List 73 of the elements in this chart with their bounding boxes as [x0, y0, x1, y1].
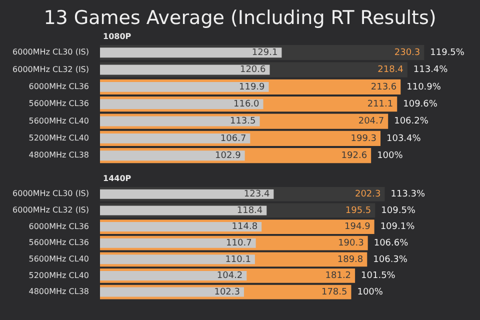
data-label: 190.3	[338, 238, 364, 248]
y-tick-label: 5200MHz CL40	[28, 134, 89, 143]
bar	[100, 82, 269, 92]
data-label: 104.2	[216, 271, 243, 282]
y-tick-label: 4800MHz CL38	[28, 287, 89, 296]
data-label: 181.2	[325, 271, 352, 282]
annotation: 106.3%	[373, 254, 408, 265]
annotation: 103.4%	[386, 134, 422, 144]
bar	[100, 254, 255, 264]
data-label: 129.1	[252, 48, 278, 58]
y-tick-label: 5600MHz CL36	[28, 238, 89, 248]
data-label: 119.9	[238, 82, 266, 92]
data-label: 189.8	[337, 254, 364, 265]
annotation: 110.9%	[406, 82, 442, 92]
data-label: 106.7	[220, 134, 246, 144]
bar	[100, 287, 244, 297]
data-label: 230.3	[394, 48, 420, 58]
data-label: 123.4	[244, 190, 270, 200]
data-label: 204.7	[358, 116, 384, 127]
data-label: 113.5	[230, 116, 256, 127]
annotation: 100%	[357, 287, 384, 298]
data-label: 110.1	[225, 254, 251, 265]
chart-title: 13 Games Average (Including RT Results)	[42, 6, 438, 30]
data-label: 102.9	[215, 150, 242, 161]
y-tick-label: 5600MHz CL36	[28, 99, 89, 108]
bar	[100, 206, 267, 216]
annotation: 100%	[377, 150, 404, 161]
annotation: 109.6%	[403, 99, 438, 110]
annotation: 106.2%	[394, 116, 429, 127]
data-label: 213.6	[370, 82, 397, 92]
bar	[100, 222, 262, 232]
y-tick-label: 6000MHz CL36	[28, 222, 89, 231]
y-tick-label: 6000MHz CL30 (IS)	[12, 189, 89, 198]
y-tick-label: 6000MHz CL32 (IS)	[12, 206, 89, 215]
bar	[100, 116, 260, 126]
annotation: 119.5%	[430, 48, 465, 58]
data-label: 114.8	[232, 222, 258, 232]
data-label: 199.3	[350, 134, 377, 144]
chart-subtitle: 1440P	[103, 174, 132, 184]
annotation: 101.5%	[361, 271, 396, 282]
data-label: 195.5	[345, 206, 372, 216]
data-label: 116.0	[234, 99, 260, 110]
data-label: 120.6	[240, 65, 266, 76]
data-label: 218.4	[378, 65, 404, 76]
data-label: 192.6	[341, 150, 368, 161]
data-label: 178.5	[321, 287, 348, 298]
data-label: 118.4	[236, 206, 263, 216]
y-tick-label: 5600MHz CL40	[28, 116, 89, 126]
y-tick-label: 4800MHz CL38	[28, 150, 89, 160]
bar	[100, 238, 256, 248]
chart-subtitle: 1080P	[103, 32, 132, 42]
annotation: 109.5%	[381, 206, 416, 216]
bar	[100, 133, 250, 144]
data-label: 202.3	[354, 190, 381, 200]
annotation: 113.3%	[390, 190, 426, 200]
data-label: 194.9	[344, 222, 371, 232]
data-label: 102.3	[214, 287, 240, 298]
data-label: 110.7	[226, 238, 252, 248]
bar	[100, 189, 274, 199]
y-tick-label: 6000MHz CL30 (IS)	[12, 48, 89, 57]
bar	[100, 150, 245, 161]
bar	[100, 48, 282, 58]
annotation: 113.4%	[413, 65, 448, 76]
y-tick-label: 6000MHz CL32 (IS)	[12, 64, 89, 74]
y-tick-label: 6000MHz CL36	[28, 82, 89, 92]
y-tick-label: 5200MHz CL40	[28, 270, 89, 280]
bar	[100, 271, 247, 280]
data-label: 211.1	[367, 99, 394, 110]
bar	[100, 99, 264, 110]
annotation: 109.1%	[380, 222, 416, 232]
annotation: 106.6%	[374, 238, 409, 248]
bar	[100, 64, 270, 75]
y-tick-label: 5600MHz CL40	[28, 254, 89, 264]
